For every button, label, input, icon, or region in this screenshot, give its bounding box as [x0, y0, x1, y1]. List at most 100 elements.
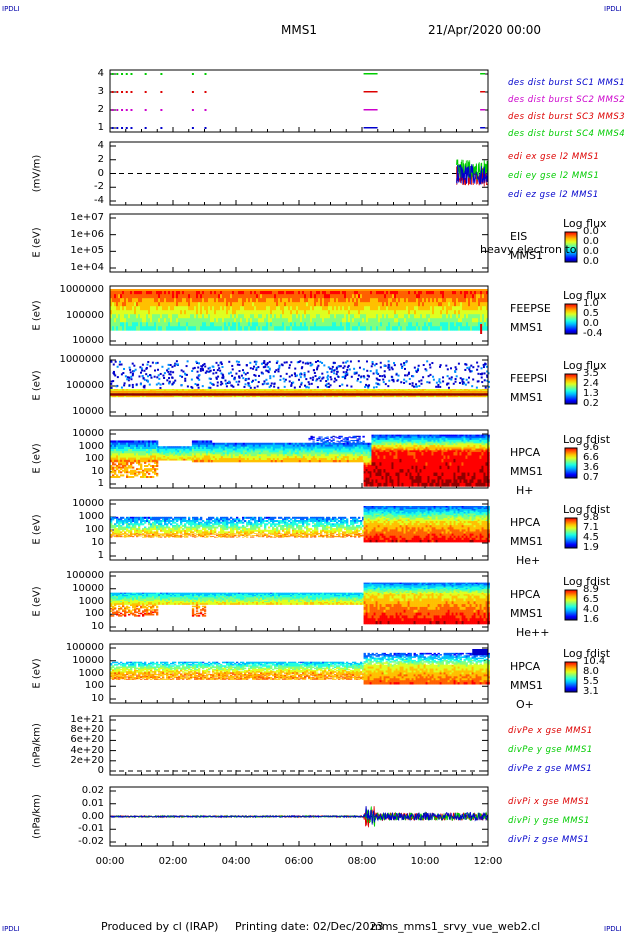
- heat-cell: [292, 294, 295, 299]
- feeps-ion-speck: [450, 378, 453, 381]
- heat-cell: [442, 396, 445, 398]
- heat-cell: [290, 395, 293, 397]
- heat-cell: [292, 314, 295, 319]
- heat-cell: [278, 302, 281, 307]
- heat-cell: [416, 290, 419, 295]
- feeps-ion-speck: [219, 369, 222, 372]
- heat-cell: [266, 302, 269, 307]
- heat-cell: [158, 318, 161, 323]
- heat-cell: [300, 318, 303, 323]
- heat-cell: [452, 326, 455, 331]
- heat-cell: [238, 318, 241, 323]
- heat-cell: [442, 322, 445, 327]
- heat-cell: [240, 302, 243, 307]
- heat-cell: [198, 322, 201, 327]
- feeps-ion-speck: [323, 364, 326, 367]
- heat-cell: [246, 290, 249, 295]
- heat-cell: [274, 290, 277, 295]
- feeps-ion-speck: [201, 385, 204, 388]
- heat-cell: [120, 322, 123, 327]
- heat-cell: [422, 389, 425, 391]
- heat-cell: [394, 306, 397, 311]
- heat-cell: [380, 396, 383, 398]
- feeps-ion-speck: [425, 369, 428, 372]
- heat-cell: [240, 395, 243, 397]
- heat-cell: [124, 451, 127, 454]
- heat-cell: [308, 318, 311, 323]
- feeps-ion-speck: [263, 361, 266, 364]
- heat-cell: [362, 396, 365, 398]
- heat-cell: [120, 326, 123, 331]
- heat-cell: [154, 318, 157, 323]
- heat-cell: [466, 389, 469, 391]
- heat-cell: [178, 290, 181, 295]
- heat-cell: [466, 389, 469, 391]
- heat-cell: [376, 389, 379, 391]
- heat-cell: [128, 326, 131, 331]
- heat-cell: [368, 298, 371, 303]
- heat-cell: [156, 314, 159, 319]
- heat-cell: [388, 389, 391, 391]
- heat-cell: [112, 389, 115, 391]
- heat-cell: [434, 318, 437, 323]
- heat-cell: [286, 322, 289, 327]
- heat-cell: [444, 326, 447, 331]
- heat-cell: [334, 306, 337, 311]
- heat-cell: [312, 298, 315, 303]
- heat-cell: [422, 314, 425, 319]
- feeps-ion-speck: [391, 368, 394, 371]
- feeps-ion-speck: [378, 379, 381, 382]
- heat-cell: [188, 318, 191, 323]
- heat-cell: [154, 290, 157, 295]
- heat-cell: [278, 389, 281, 391]
- heat-cell: [350, 395, 353, 397]
- feeps-ion-speck: [316, 386, 319, 389]
- heat-cell: [266, 290, 269, 295]
- heat-cell: [330, 396, 333, 398]
- feeps-ion-speck: [120, 373, 123, 376]
- heat-cell: [180, 290, 183, 295]
- heat-cell: [332, 306, 335, 311]
- heat-cell: [326, 396, 329, 398]
- heat-cell: [400, 389, 403, 391]
- heat-cell: [282, 389, 285, 391]
- heat-cell: [378, 326, 381, 331]
- heat-cell: [178, 322, 181, 327]
- heat-cell: [308, 395, 311, 397]
- heat-cell: [124, 395, 127, 397]
- heat-cell: [192, 395, 195, 397]
- heat-cell: [296, 310, 299, 315]
- feeps-ion-speck: [159, 383, 162, 386]
- panel-4-colorbar: [564, 303, 578, 335]
- heat-cell: [126, 290, 129, 295]
- heat-cell: [234, 306, 237, 311]
- heat-cell: [260, 318, 263, 323]
- heat-cell: [320, 294, 323, 299]
- heat-cell: [188, 306, 191, 311]
- feeps-ion-speck: [252, 367, 255, 370]
- heat-cell: [424, 389, 427, 391]
- heat-cell: [406, 310, 409, 315]
- feeps-ion-speck: [348, 368, 351, 371]
- feeps-ion-speck: [417, 367, 420, 370]
- heat-cell: [246, 302, 249, 307]
- heat-cell: [278, 318, 281, 323]
- heat-cell: [110, 290, 113, 295]
- heat-cell: [240, 389, 243, 391]
- heat-cell: [134, 290, 137, 295]
- heat-cell: [428, 310, 431, 315]
- heat-cell: [120, 449, 123, 452]
- heat-cell: [434, 298, 437, 303]
- heat-cell: [264, 326, 267, 331]
- heat-cell: [366, 318, 369, 323]
- heat-cell: [314, 314, 317, 319]
- feeps-ion-speck: [369, 370, 372, 373]
- heat-cell: [264, 294, 267, 299]
- heat-cell: [442, 326, 445, 331]
- heat-cell: [198, 302, 201, 307]
- heat-cell: [208, 314, 211, 319]
- heat-cell: [328, 306, 331, 311]
- heat-cell: [290, 389, 293, 391]
- heat-cell: [364, 302, 367, 307]
- heat-cell: [242, 314, 245, 319]
